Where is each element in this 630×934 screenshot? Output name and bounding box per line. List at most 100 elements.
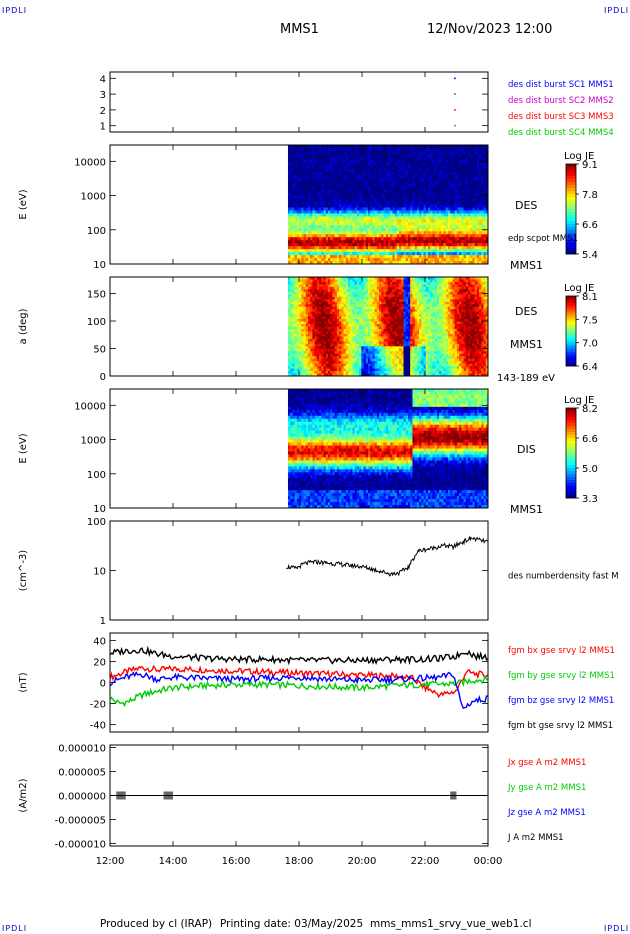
panel-des_pitch-cell	[343, 309, 347, 313]
panel-des_energy-cell	[385, 249, 389, 253]
panel-des_energy-cell	[336, 192, 340, 196]
panel-des_energy-cell	[401, 225, 404, 229]
panel-des_energy-cell	[479, 210, 482, 214]
panel-des_energy-cell	[376, 156, 380, 161]
panel-des_energy-cell	[347, 192, 351, 196]
panel-des_energy-cell	[390, 186, 393, 191]
panel-des_energy-cell	[334, 213, 338, 217]
panel-des_energy-cell	[370, 258, 373, 262]
panel-des_energy-cell	[405, 261, 409, 265]
panel-des_pitch-cell	[307, 316, 311, 320]
panel-des_energy-cell	[390, 207, 393, 211]
panel-des_pitch-cell	[310, 304, 313, 308]
panel-des_energy-cell	[385, 174, 389, 179]
panel-des_energy-cell	[425, 231, 429, 235]
panel-des_energy-cell	[396, 189, 400, 194]
panel-des_pitch-cell	[301, 331, 304, 335]
panel-des_pitch-cell	[290, 338, 293, 342]
panel-des_pitch-cell	[292, 289, 296, 293]
panel-des_energy-cell	[339, 168, 342, 173]
panel-des_energy-cell	[365, 237, 369, 241]
panel-des_energy-cell	[296, 219, 300, 223]
panel-des_energy-cell	[456, 216, 460, 220]
panel-des_pitch-cell	[316, 314, 320, 318]
panel-des_pitch-cell	[305, 324, 309, 327]
panel-des_energy-cell	[383, 240, 387, 244]
panel-des_energy-cell	[359, 234, 362, 238]
panel-des_energy-cell	[485, 201, 489, 205]
panel-des_energy-cell	[363, 231, 367, 235]
panel-des_energy-cell	[392, 243, 396, 247]
panel-des_energy-cell	[330, 174, 333, 179]
panel-des_energy-cell	[396, 177, 400, 182]
panel-des_pitch-cell	[296, 371, 300, 374]
panel-des_energy-cell	[434, 246, 438, 250]
panel-des_pitch-cell	[339, 351, 342, 355]
panel-des_energy-cell	[459, 219, 462, 223]
panel-des_pitch-cell	[350, 311, 353, 315]
panel-des_energy-cell	[432, 165, 436, 170]
panel-des_pitch-cell	[321, 314, 324, 318]
panel-des_energy-cell	[456, 231, 460, 235]
panel-des_energy-cell	[334, 168, 338, 173]
panel-des_pitch-cell	[352, 326, 356, 330]
panel-des_energy-cell	[332, 210, 336, 214]
panel-des_energy-cell	[396, 165, 400, 170]
panel-des_energy-cell	[434, 153, 438, 158]
panel-des_pitch-cell	[312, 304, 316, 308]
panel-des_energy-cell	[387, 216, 391, 220]
panel-des_pitch-cell	[287, 309, 291, 313]
panel-des_energy-cell	[345, 261, 349, 265]
panel-des_energy-cell	[367, 153, 371, 158]
panel-des_pitch-cell	[347, 289, 351, 293]
panel-des_energy-cell	[436, 210, 440, 214]
panel-des_pitch-cell	[336, 279, 340, 283]
panel-des_pitch-cell	[332, 366, 336, 369]
panel-des_pitch-cell	[330, 281, 333, 285]
panel-des_energy-cell	[379, 168, 382, 173]
panel-des_energy-cell	[416, 195, 420, 199]
panel-des_energy-cell	[434, 252, 438, 256]
panel-des_pitch-cell	[296, 358, 300, 362]
panel-des_energy-cell	[479, 162, 482, 167]
panel-des_energy-cell	[461, 165, 464, 170]
panel-des_pitch-cell	[310, 366, 313, 369]
panel-des_pitch-cell	[352, 331, 356, 335]
panel-des_energy-cell	[307, 261, 311, 265]
panel-des_energy-cell	[454, 225, 458, 229]
panel-des_energy-cell	[310, 207, 313, 211]
panel-des_pitch-cell	[345, 306, 349, 310]
panel-des_energy-cell	[419, 240, 422, 244]
panel-des_energy-cell	[352, 225, 356, 229]
panel-des_energy-cell	[290, 145, 293, 149]
panel-des_pitch-cell	[332, 333, 336, 337]
panel-des_pitch-cell	[321, 361, 324, 365]
panel-des_energy-cell	[354, 219, 358, 223]
panel-des_energy-cell	[450, 198, 453, 202]
panel-des_energy-cell	[423, 177, 427, 182]
panel-des_energy-cell	[483, 174, 487, 179]
panel-des_energy-cell	[316, 225, 320, 229]
panel-des_energy-cell	[423, 201, 427, 205]
panel-des_energy-cell	[361, 192, 364, 196]
panel-des_pitch-cell	[336, 277, 340, 280]
panel-des_energy-cell	[336, 204, 340, 208]
panel-des_energy-cell	[381, 159, 384, 164]
panel-des_energy-cell	[394, 255, 398, 259]
panel-des_pitch-cell	[327, 324, 331, 327]
panel-des_pitch-cell	[321, 338, 324, 342]
panel-des_energy-cell	[414, 219, 418, 223]
panel-des_energy-cell	[367, 243, 371, 247]
panel-des_energy-cell	[450, 255, 453, 259]
panel-des_energy-cell	[365, 213, 369, 217]
panel-des_energy-cell	[301, 159, 304, 164]
panel-des_pitch-cell	[316, 306, 320, 310]
panel-des_energy-cell	[403, 153, 407, 158]
panel-des_energy-cell	[319, 261, 322, 265]
panel-des_energy-cell	[421, 145, 424, 149]
panel-des_energy-cell	[405, 240, 409, 244]
panel-des_energy-cell	[470, 240, 473, 244]
panel-des_energy-cell	[472, 174, 476, 179]
panel-des_pitch-cell	[347, 284, 351, 288]
panel-des_energy-cell	[439, 225, 442, 229]
